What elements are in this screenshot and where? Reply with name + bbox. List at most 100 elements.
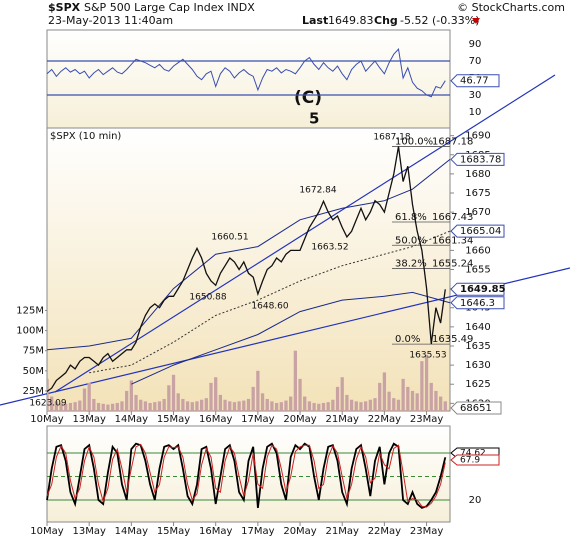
x-tick-label: 17May (241, 414, 274, 425)
volume-bar (242, 400, 246, 411)
volume-bar (284, 400, 288, 411)
volume-bar (396, 399, 401, 411)
x-tick-label: 13May (72, 414, 105, 425)
fib-pct: 100.0% (395, 136, 433, 147)
volume-bar (171, 374, 176, 411)
x-tick-label: 21May (326, 526, 359, 537)
band-line (131, 291, 450, 385)
y-tick-label: 1630 (465, 360, 490, 371)
x-tick-label: 17May (241, 526, 274, 537)
volume-bar (260, 393, 265, 411)
rsi-tick-label: 30 (469, 90, 482, 101)
volume-bar (73, 402, 77, 411)
volume-bar (96, 402, 101, 411)
x-tick-label: 23May (410, 526, 443, 537)
rsi-tag-box (450, 74, 500, 88)
fib-pct: 0.0% (395, 334, 420, 345)
volume-bar (382, 372, 387, 411)
volume-bar (68, 402, 73, 411)
volume-bar (364, 401, 368, 411)
value-tag-text: 1649.85 (460, 284, 506, 295)
volume-bar (125, 390, 129, 411)
y-tick-label: 1670 (465, 207, 490, 218)
band-line (47, 159, 450, 351)
y-tick-label: 1690 (465, 131, 490, 142)
volume-bar (424, 354, 429, 411)
volume-bar (321, 402, 326, 411)
rsi-tag: 46.77 (460, 76, 489, 87)
fib-value: 1667.43 (432, 212, 473, 223)
down-arrow (472, 18, 480, 24)
volume-bar (153, 402, 157, 411)
volume-bar (181, 398, 185, 411)
volume-bar (59, 402, 63, 411)
volume-bar (345, 394, 349, 411)
y-tick-label: 1655 (465, 265, 490, 276)
rsi-line (46, 48, 446, 98)
volume-bar (359, 402, 363, 411)
volume-bar (293, 350, 298, 411)
volume-bar (143, 401, 148, 411)
x-tick-label: 23May (410, 414, 443, 425)
volume-bar (443, 401, 447, 411)
volume-bar (228, 401, 232, 411)
x-tick-label: 22May (368, 414, 401, 425)
volume-bar (368, 399, 372, 411)
y-tick-label: 1635 (465, 341, 490, 352)
volume-bar (410, 390, 415, 411)
fib-value: 1661.34 (432, 235, 473, 246)
volume-bar (354, 401, 358, 411)
volume-bar (185, 401, 190, 411)
volume-bar (148, 402, 152, 411)
fib-value: 1687.18 (432, 136, 473, 147)
volume-bar (274, 402, 279, 411)
volume-bar (415, 393, 419, 411)
volume-bar (307, 401, 312, 411)
volume-bar (134, 394, 138, 411)
wave-label: 5 (309, 110, 319, 128)
value-tag (450, 152, 505, 166)
x-tick-label: 22May (368, 526, 401, 537)
price-annotation: 1650.88 (189, 293, 226, 303)
volume-bar (232, 402, 237, 411)
last-label: Last (302, 14, 328, 27)
x-tick-label: 21May (326, 414, 359, 425)
volume-bar (54, 401, 59, 411)
price-annotation: 1623.09 (29, 399, 66, 409)
y-tick-label: 1625 (465, 379, 490, 390)
volume-bar (387, 391, 391, 411)
volume-bar (101, 403, 105, 411)
value-tag (450, 296, 505, 310)
volume-bar (378, 382, 382, 411)
y-tick-label: 1680 (465, 169, 490, 180)
y-tick-label: 1660 (465, 245, 490, 256)
volume-bar (270, 401, 274, 411)
x-tick-label: 14May (115, 414, 148, 425)
volume-bar (326, 402, 330, 411)
volume-bar (209, 382, 213, 411)
fib-pct: 50.0% (395, 235, 427, 246)
symbol: $SPX (48, 1, 81, 14)
date: 23-May-2013 11:40am (48, 14, 173, 27)
x-tick-label: 20May (283, 414, 316, 425)
last: 1649.83 (328, 14, 374, 27)
fib-pct: 38.2% (395, 259, 427, 270)
chg: -5.52 (400, 14, 428, 27)
volume-tick-label: 25M (23, 386, 44, 397)
volume-bar (406, 386, 410, 411)
rsi-tick-label: 90 (469, 39, 482, 50)
stoch-tag: 74.62 (460, 449, 486, 459)
panel-title: $SPX (10 min) (50, 131, 121, 142)
volume-bar (199, 399, 204, 411)
x-tick-label: 14May (115, 526, 148, 537)
volume-bar (335, 386, 340, 411)
volume-bar (176, 393, 180, 411)
price-annotation: 1663.52 (311, 243, 348, 253)
volume-bar (256, 370, 260, 411)
value-tag-text: 1683.78 (460, 154, 501, 165)
volume-bar (246, 398, 251, 411)
price-annotation: 1687.18 (373, 133, 410, 143)
volume-bar (214, 377, 218, 411)
volume-bar (373, 398, 377, 411)
x-tick-label: 16May (199, 414, 232, 425)
